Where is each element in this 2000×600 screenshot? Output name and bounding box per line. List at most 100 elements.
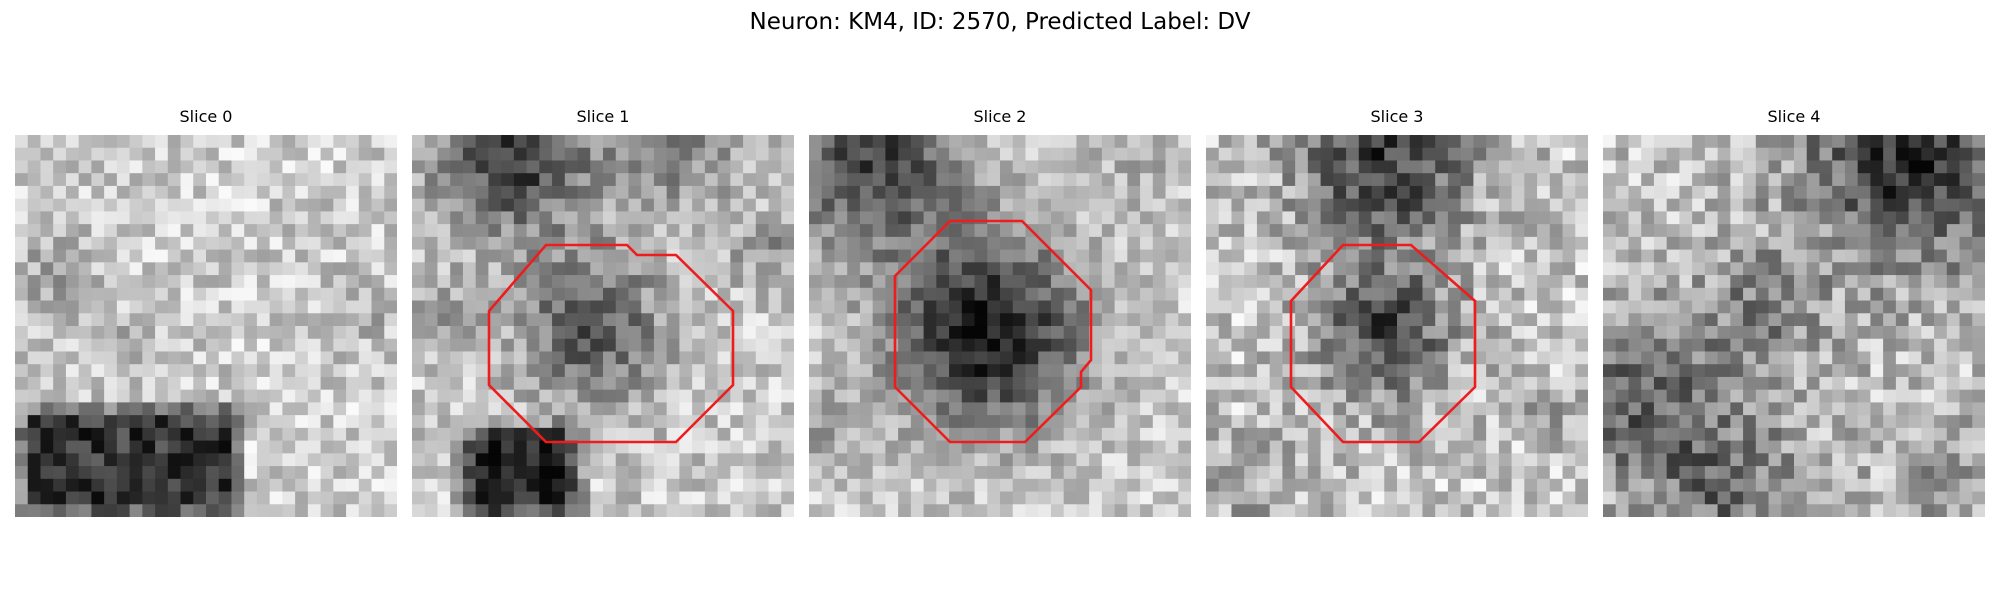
- pixel-cell: [1101, 135, 1116, 149]
- pixel-cell: [1256, 376, 1271, 391]
- pixel-cell: [1269, 504, 1283, 517]
- pixel-cell: [1076, 351, 1090, 365]
- pixel-cell: [333, 224, 347, 238]
- pixel-cell: [1231, 224, 1245, 238]
- pixel-cell: [53, 427, 67, 442]
- pixel-cell: [1857, 440, 1871, 454]
- pixel-cell: [282, 351, 296, 365]
- pixel-cell: [1114, 185, 1128, 200]
- pixel-cell: [1819, 198, 1833, 212]
- pixel-cell: [1641, 249, 1655, 263]
- pixel-cell: [526, 313, 540, 327]
- pixel-cell: [1320, 402, 1334, 416]
- pixel-cell: [1076, 478, 1090, 493]
- pixel-cell: [1114, 402, 1128, 416]
- pixel-cell: [1000, 224, 1014, 238]
- pixel-cell: [666, 415, 680, 429]
- pixel-cell: [1101, 491, 1116, 505]
- pixel-cell: [666, 478, 680, 493]
- pixel-cell: [231, 415, 245, 429]
- pixel-cell: [1717, 185, 1731, 200]
- pixel-cell: [1511, 427, 1525, 442]
- pixel-cell: [1794, 185, 1808, 200]
- pixel-cell: [679, 351, 693, 365]
- pixel-cell: [1127, 376, 1141, 391]
- pixel-cell: [1679, 147, 1693, 162]
- pixel-cell: [1498, 427, 1513, 442]
- slice-title-2: Slice 2: [973, 107, 1027, 126]
- pixel-cell: [346, 236, 360, 251]
- pixel-cell: [1908, 491, 1922, 505]
- pixel-cell: [1934, 236, 1948, 251]
- pixel-cell: [1946, 313, 1961, 327]
- pixel-cell: [1000, 211, 1014, 225]
- pixel-cell: [1717, 173, 1731, 187]
- pixel-cell: [1666, 376, 1680, 391]
- pixel-cell: [1934, 160, 1948, 174]
- pixel-cell: [231, 185, 245, 200]
- pixel-cell: [821, 160, 836, 174]
- pixel-cell: [1755, 236, 1770, 251]
- pixel-cell: [1653, 300, 1668, 314]
- pixel-cell: [1549, 440, 1564, 454]
- pixel-cell: [1781, 440, 1795, 454]
- pixel-cell: [78, 300, 92, 314]
- pixel-cell: [1768, 478, 1782, 493]
- pixel-cell: [244, 427, 258, 442]
- pixel-cell: [513, 224, 528, 238]
- pixel-cell: [1333, 338, 1347, 353]
- pixel-cell: [15, 211, 29, 225]
- pixel-cell: [1435, 326, 1449, 340]
- pixel-cell: [129, 211, 143, 225]
- pixel-cell: [1524, 351, 1538, 365]
- pixel-cell: [1946, 338, 1961, 353]
- pixel-cell: [1524, 478, 1538, 493]
- pixel-cell: [653, 351, 668, 365]
- pixel-cell: [1101, 236, 1116, 251]
- pixel-cell: [218, 402, 233, 416]
- pixel-cell: [974, 453, 988, 467]
- pixel-cell: [1870, 351, 1884, 365]
- pixel-cell: [1397, 236, 1411, 251]
- pixel-cell: [987, 313, 1001, 327]
- pixel-cell: [1781, 236, 1795, 251]
- pixel-cell: [859, 224, 874, 238]
- pixel-cell: [371, 224, 385, 238]
- pixel-cell: [450, 427, 464, 442]
- pixel-cell: [1972, 389, 1985, 403]
- pixel-cell: [358, 313, 373, 327]
- pixel-cell: [1743, 466, 1757, 480]
- pixel-cell: [256, 338, 271, 353]
- pixel-cell: [231, 160, 245, 174]
- pixel-cell: [781, 415, 794, 429]
- pixel-cell: [552, 160, 566, 174]
- pixel-cell: [526, 440, 540, 454]
- pixel-cell: [1050, 338, 1065, 353]
- pixel-cell: [1921, 287, 1935, 302]
- pixel-cell: [1178, 135, 1191, 149]
- pixel-cell: [755, 504, 770, 517]
- pixel-cell: [218, 224, 233, 238]
- pixel-cell: [1921, 326, 1935, 340]
- pixel-cell: [692, 287, 706, 302]
- pixel-cell: [437, 211, 451, 225]
- pixel-cell: [679, 262, 693, 276]
- pixel-cell: [1012, 147, 1027, 162]
- pixel-cell: [91, 453, 105, 467]
- pixel-cell: [1562, 262, 1576, 276]
- pixel-cell: [1972, 326, 1985, 340]
- pixel-cell: [1333, 466, 1347, 480]
- pixel-cell: [1333, 160, 1347, 174]
- pixel-cell: [1256, 364, 1271, 378]
- pixel-cell: [834, 504, 848, 517]
- pixel-cell: [475, 351, 489, 365]
- pixel-cell: [1615, 504, 1630, 517]
- pixel-cell: [679, 275, 693, 289]
- pixel-cell: [1615, 364, 1630, 378]
- pixel-cell: [1806, 453, 1821, 467]
- pixel-cell: [1140, 351, 1154, 365]
- pixel-cell: [1730, 236, 1744, 251]
- pixel-cell: [859, 427, 874, 442]
- pixel-cell: [91, 427, 105, 442]
- pixel-cell: [974, 249, 988, 263]
